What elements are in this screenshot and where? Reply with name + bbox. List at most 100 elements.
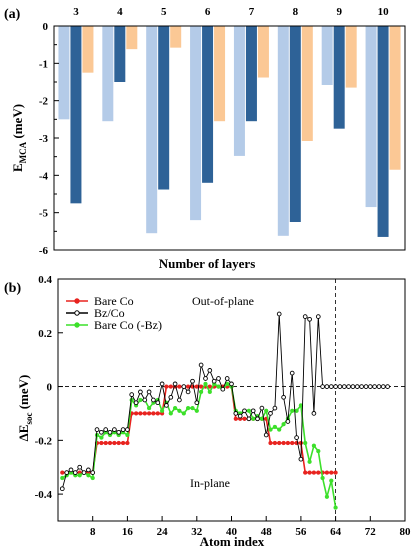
series-2-point — [263, 432, 269, 438]
series-2-point — [372, 384, 377, 389]
series-3-point — [311, 443, 317, 448]
series-2-point — [168, 394, 174, 400]
legend-marker-1 — [74, 298, 80, 304]
y-tick-label-0: 0 — [47, 382, 53, 394]
series-3-point — [281, 422, 286, 427]
panel-a-ylabel-unit: (meV) — [10, 104, 25, 142]
series-3-point — [307, 459, 312, 464]
bar-9-s3 — [345, 26, 357, 88]
series-2-point — [64, 470, 70, 475]
series-line-3 — [61, 382, 337, 508]
x-tick-label-5: 5 — [161, 6, 167, 18]
series-2-point — [272, 405, 278, 411]
series-3-point — [90, 475, 95, 481]
y-tick-label--6: -6 — [39, 245, 49, 257]
series-3-point — [77, 473, 82, 478]
series-2-point — [359, 384, 364, 389]
bar-6-s2 — [202, 26, 214, 183]
bar-4-s1 — [102, 26, 114, 122]
series-2-point — [125, 427, 130, 432]
series-3-point — [60, 475, 65, 481]
series-2-point — [216, 376, 221, 381]
series-1-point — [324, 470, 330, 475]
series-2-point — [259, 405, 265, 411]
series-1-point — [329, 470, 334, 475]
series-3-point — [251, 416, 256, 421]
bar-8-s1 — [277, 26, 289, 236]
panel-b-ylabel: ΔEsoc (meV) — [16, 375, 34, 442]
series-3-point — [125, 432, 130, 438]
series-1-point — [177, 384, 182, 389]
series-3-point — [198, 389, 204, 395]
series-2-point — [86, 467, 91, 473]
series-1-point — [168, 384, 173, 389]
series-line-2 — [61, 313, 388, 489]
legend-marker-2 — [74, 310, 80, 316]
series-3-point — [203, 381, 208, 387]
panel-b-ylabel-unit: (meV) — [16, 375, 31, 413]
series-2-point — [250, 408, 256, 414]
series-3-point — [264, 408, 269, 413]
series-2-point — [164, 403, 169, 408]
series-2-point — [103, 427, 109, 432]
series-2-point — [181, 384, 187, 389]
panel-a-axes: 3 4 5 6 7 8 9 10 -6 -5 -4 -3 -2 -1 0 — [39, 6, 406, 257]
series-2-point — [276, 311, 282, 317]
series-2-point — [177, 397, 182, 403]
series-2-point — [311, 411, 317, 416]
series-2-point — [341, 384, 347, 389]
series-2-point — [281, 394, 286, 400]
bar-4-s3 — [126, 26, 138, 50]
bar-5-s2 — [158, 26, 170, 190]
series-3-point — [181, 411, 186, 416]
series-2-point — [112, 427, 117, 432]
series-1-point — [164, 384, 169, 389]
series-1-point — [142, 411, 147, 416]
series-3-point — [168, 411, 173, 416]
panel-a-ylabel-main: E — [10, 163, 25, 172]
x-tick-label-16: 16 — [122, 526, 134, 538]
series-2-point — [81, 470, 87, 475]
series-2-point — [146, 389, 152, 395]
series-2-point — [116, 429, 122, 435]
series-2-point — [367, 384, 373, 389]
series-2-point — [172, 381, 178, 387]
series-2-point — [237, 413, 243, 419]
series-2-point — [190, 378, 195, 384]
series-2-point — [138, 389, 143, 395]
bar-10-s3 — [389, 26, 401, 170]
series-1-point — [99, 440, 104, 446]
annotation-out-of-plane: Out-of-plane — [192, 294, 254, 308]
series-3-point — [290, 408, 295, 413]
series-3-point — [194, 408, 199, 413]
legend-label-1: Bare Co — [94, 294, 134, 308]
panel-a-label: (a) — [4, 7, 21, 22]
annotation-in-plane: In-plane — [190, 476, 230, 490]
series-2-point — [324, 384, 330, 389]
series-2-point — [289, 370, 295, 376]
series-1-point — [272, 440, 278, 446]
series-2-point — [159, 381, 165, 387]
x-tick-label-64: 64 — [330, 526, 342, 538]
series-3-point — [329, 478, 334, 483]
series-1-point — [112, 440, 117, 446]
x-tick-label-9: 9 — [336, 6, 342, 18]
bar-5-s3 — [170, 26, 182, 48]
bar-7-s1 — [233, 26, 245, 156]
series-3-point — [86, 473, 91, 478]
series-1-point — [198, 384, 204, 389]
bar-6-s1 — [190, 26, 202, 221]
series-2-point — [133, 400, 139, 406]
bar-10-s2 — [377, 26, 389, 237]
series-2-point — [255, 416, 260, 422]
series-1-point — [103, 440, 108, 446]
series-2-point — [59, 486, 65, 492]
bar-4-s2 — [114, 26, 126, 82]
panel-b-axes: 8 16 24 32 40 48 56 64 72 80 0.4 0.2 0 -0.2 -0.4 — [35, 274, 411, 538]
panel-b-ylabel-sub: soc — [24, 413, 34, 425]
series-2-point — [320, 384, 325, 389]
panel-b-ylabel-main: ΔE — [16, 425, 31, 442]
series-1-point — [307, 470, 312, 475]
series-1-point — [242, 416, 247, 421]
